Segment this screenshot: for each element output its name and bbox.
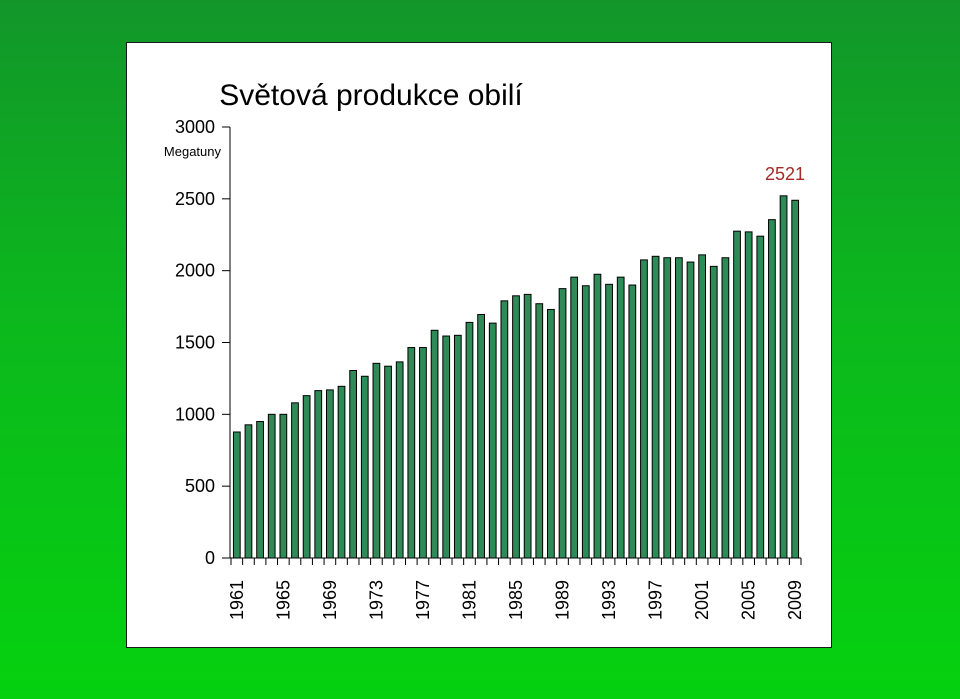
bar-2005	[744, 231, 753, 559]
x-tick-label: 2001	[692, 580, 712, 620]
bar-1974	[384, 365, 392, 559]
bar-1969	[326, 389, 334, 559]
bar-1991	[581, 285, 590, 559]
bar-1961	[232, 431, 241, 559]
bar-1965	[279, 413, 288, 559]
bar-1988	[547, 308, 555, 559]
bar-1980	[453, 334, 462, 559]
max-value-annotation: 2521	[765, 164, 805, 184]
x-tick-label: 1981	[459, 580, 479, 620]
bar-1978	[430, 329, 439, 559]
bar-chart: Světová produkce obilí 0 500 1000 1500 2000 2…	[164, 79, 805, 620]
bar-2003	[721, 257, 730, 559]
bar-1994	[616, 276, 625, 559]
bar-1976	[407, 347, 416, 559]
bars	[232, 195, 800, 559]
chart-title: Světová produkce obilí	[219, 79, 523, 112]
bar-2008	[779, 195, 788, 559]
y-tick-label: 1500	[175, 333, 215, 353]
x-tick-label: 1973	[366, 580, 386, 620]
y-axis-unit: Megatuny	[164, 144, 222, 159]
bar-1970	[337, 385, 346, 559]
y-tick-label: 2000	[175, 261, 215, 281]
x-tick-label: 1961	[227, 580, 247, 620]
y-tick-label: 3000	[175, 117, 215, 137]
x-tick-label: 2005	[739, 580, 759, 620]
bar-1983	[488, 322, 497, 559]
bar-2006	[756, 235, 765, 559]
bar-1963	[256, 421, 264, 559]
bar-1982	[477, 313, 485, 559]
bar-1975	[395, 361, 404, 559]
bar-1989	[558, 288, 567, 559]
x-tick-label: 1993	[599, 580, 619, 620]
y-tick-label: 1000	[175, 404, 215, 424]
bar-2001	[698, 254, 706, 559]
bar-1993	[605, 283, 613, 559]
x-tick-label: 1997	[646, 580, 666, 620]
bar-1995	[628, 284, 637, 559]
bar-1966	[291, 402, 299, 559]
bar-2002	[709, 265, 718, 559]
bar-1967	[302, 395, 311, 559]
bar-1999	[674, 257, 683, 559]
bar-1997	[651, 255, 660, 559]
bar-1962	[244, 424, 253, 559]
bar-1987	[535, 303, 544, 559]
bar-2007	[768, 219, 776, 559]
y-axis: 0 500 1000 1500 2000 2500 3000	[175, 117, 231, 568]
bar-2000	[686, 261, 695, 559]
bar-1985	[512, 295, 520, 559]
x-tick-label: 1985	[506, 580, 526, 620]
bar-1984	[500, 300, 509, 559]
bar-1998	[663, 257, 672, 559]
bar-1992	[593, 273, 602, 559]
bar-1986	[523, 293, 532, 559]
x-tick-label: 1965	[273, 580, 293, 620]
y-tick-label: 2500	[175, 189, 215, 209]
bar-1979	[442, 335, 451, 559]
bar-1964	[267, 413, 276, 559]
y-tick-label: 0	[205, 548, 215, 568]
bar-2009	[791, 199, 800, 559]
bar-1981	[465, 321, 474, 559]
x-axis: 1961 1965 1969 1973 1977 1981 1985 1989 1993 1997…	[227, 557, 805, 620]
y-tick-label: 500	[185, 476, 215, 496]
bar-1971	[349, 370, 358, 559]
bar-1996	[640, 259, 648, 559]
x-tick-label: 1989	[553, 580, 573, 620]
x-tick-label: 1977	[413, 580, 433, 620]
bar-2004	[733, 230, 741, 559]
bar-1972	[360, 375, 369, 559]
bar-1968	[314, 390, 323, 559]
bar-1990	[570, 276, 579, 559]
bar-1973	[372, 362, 381, 559]
bar-1977	[419, 347, 427, 559]
chart-panel: Světová produkce obilí 0 500 1000 1500 2000 2…	[126, 42, 832, 648]
x-tick-label: 2009	[785, 580, 805, 620]
x-tick-label: 1969	[320, 580, 340, 620]
